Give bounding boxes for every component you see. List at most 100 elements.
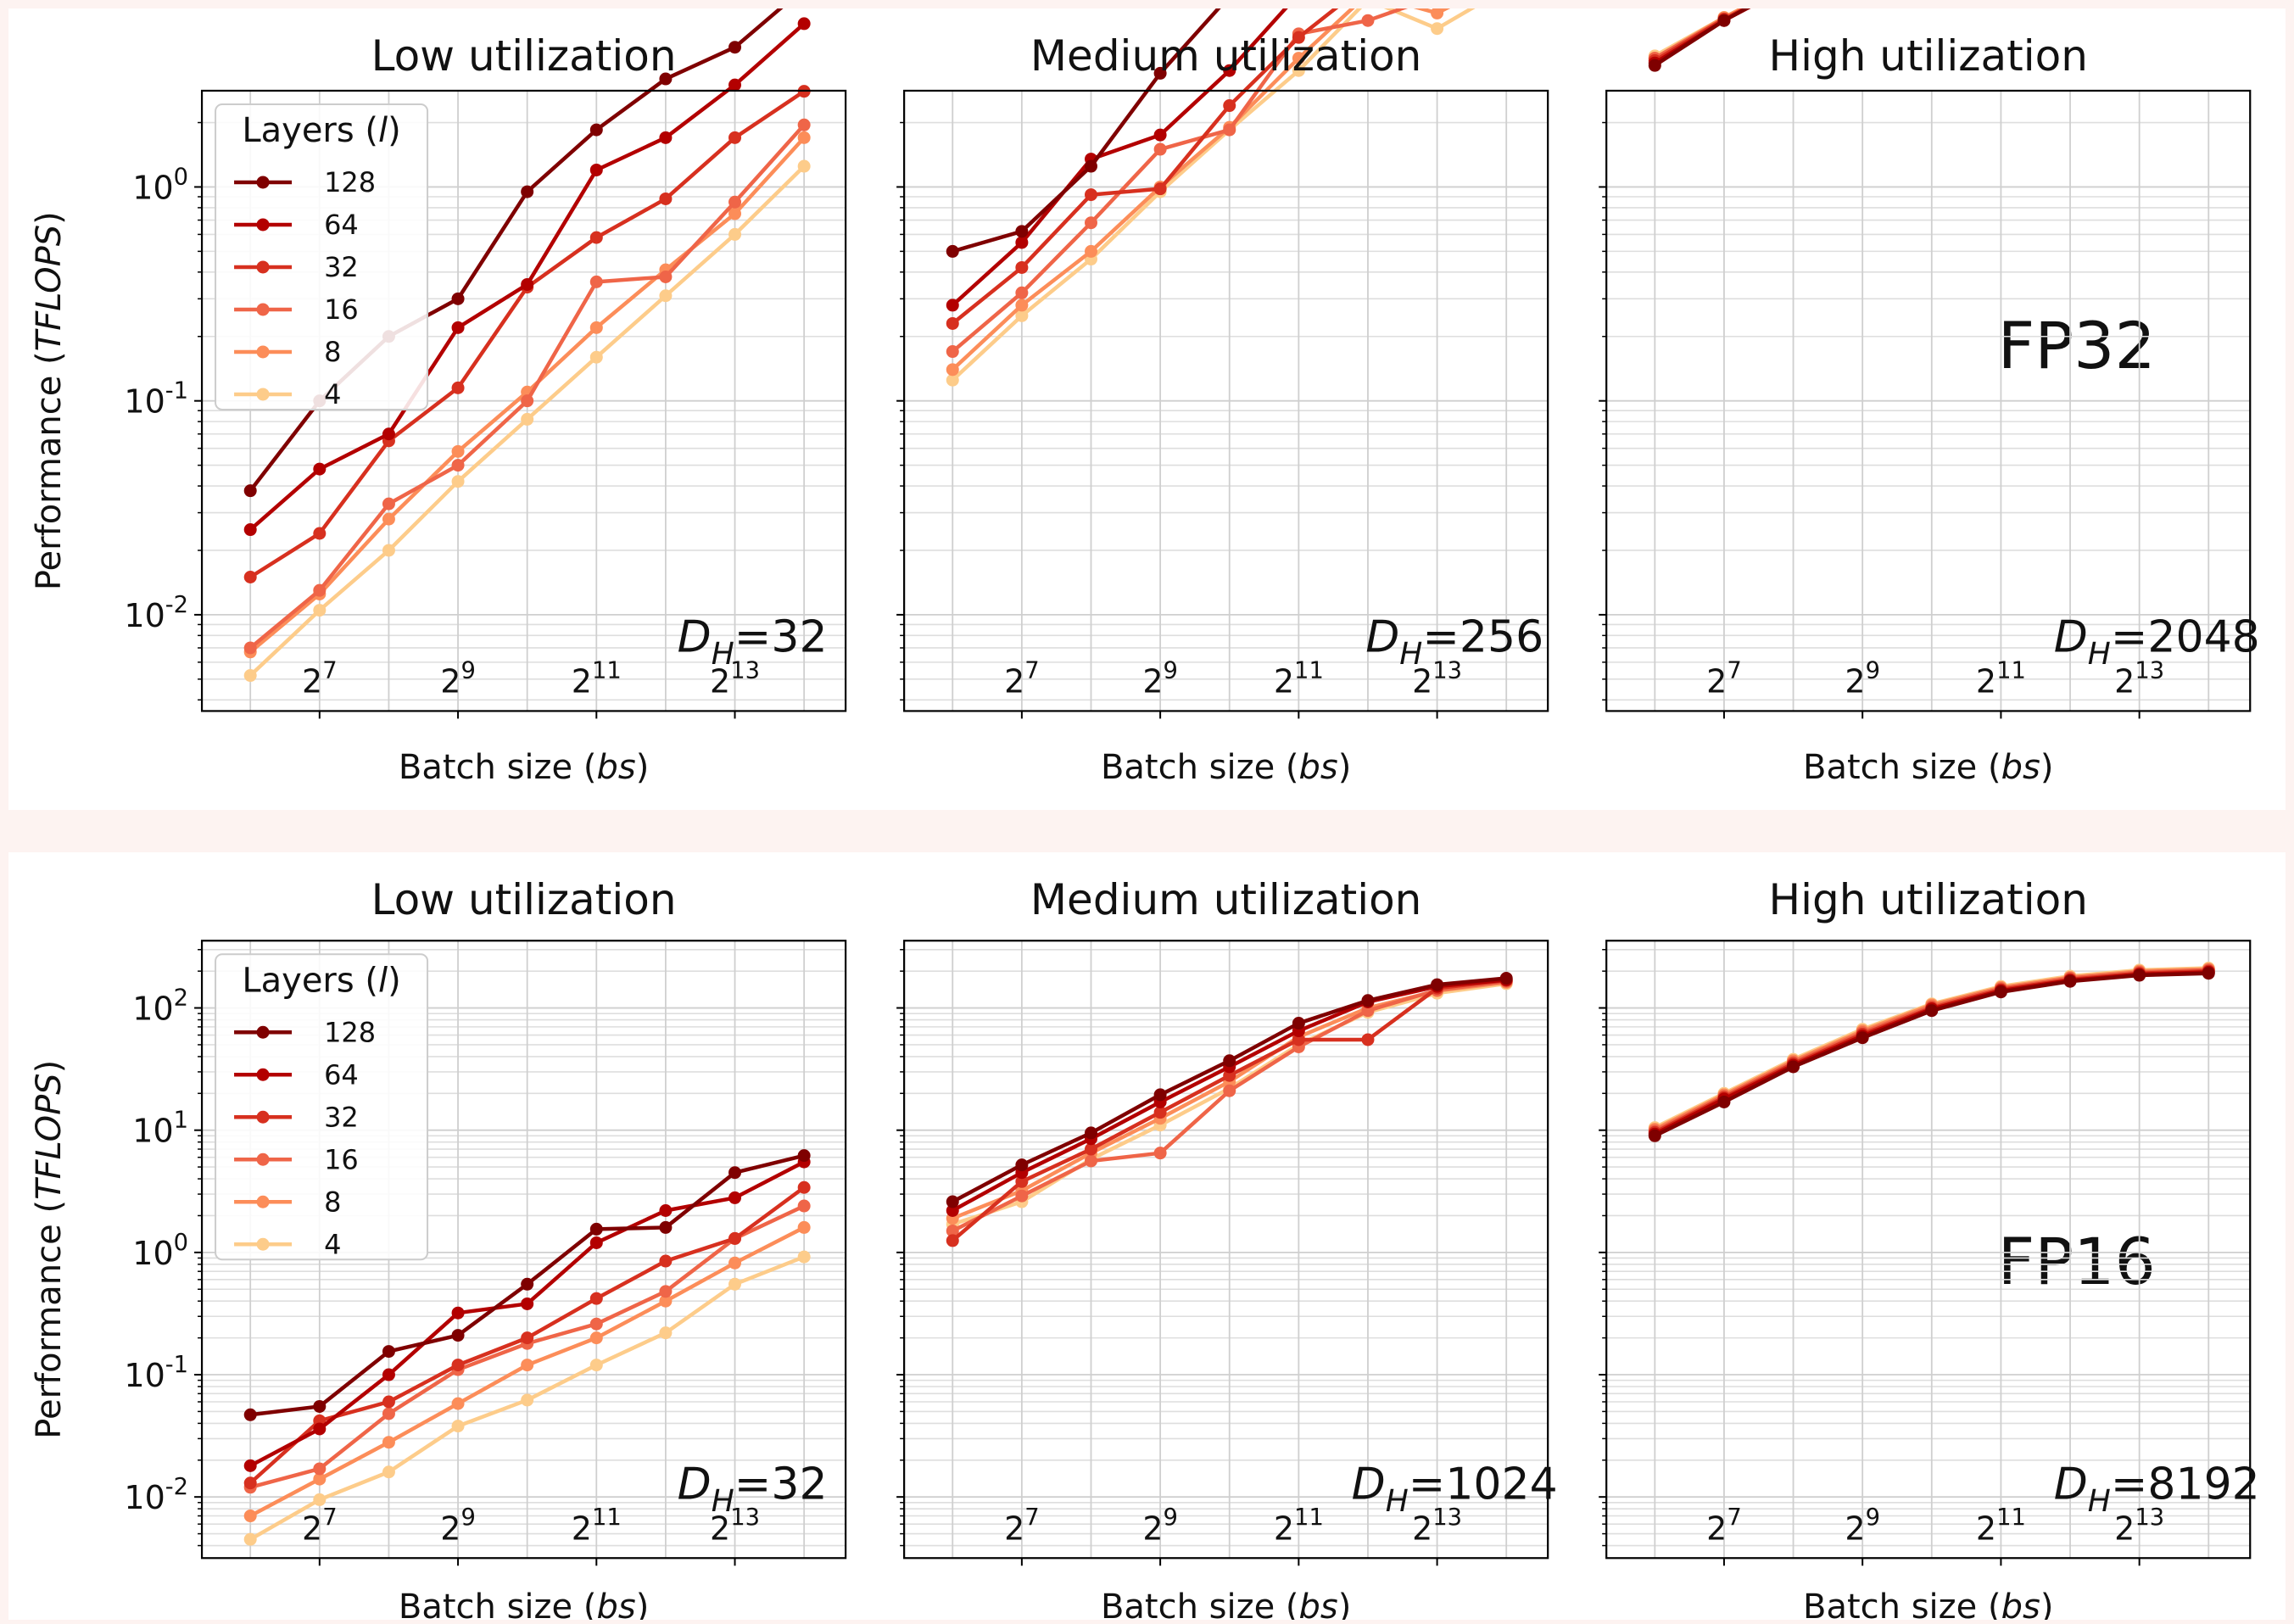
legend-marker-8 [256,345,270,359]
data-point-16 [589,275,603,288]
data-point-128 [659,72,673,86]
data-point-4 [797,1250,811,1264]
x-axis-label: Batch size (bs) [1803,1588,2053,1620]
legend-label-4: 4 [324,378,341,410]
data-point-64 [313,462,327,476]
data-point-64 [946,1203,959,1217]
data-point-128 [1856,1031,1869,1045]
data-point-8 [589,1331,603,1345]
dh-annotation: DH=32 [678,611,828,672]
subplot-fp32-3: 27 29 211 213 High utilization Batch size (bs… [1599,8,2260,787]
data-point-32 [659,192,673,205]
series-group [1648,962,2215,1142]
data-point-32 [589,231,603,244]
fp32-panel: 10-210-11001012729211213Low utilizationB… [8,8,2286,810]
x-axis-label: Batch size (bs) [1101,1588,1351,1620]
x-tick-label: 213 [710,1504,760,1547]
data-point-128 [1648,59,1661,72]
data-point-32 [382,1395,395,1409]
data-point-8 [313,1472,327,1486]
x-axis-label: Batch size (bs) [1101,748,1351,787]
data-point-32 [1292,31,1305,44]
major-gridlines [1606,940,2251,1559]
x-axis-label: Batch size (bs) [1803,748,2053,787]
legend-label-32: 32 [324,1101,359,1133]
data-point-64 [451,321,465,334]
data-point-8 [451,1397,465,1410]
data-point-4 [451,1420,465,1433]
data-point-16 [946,345,959,359]
data-point-64 [659,131,673,144]
data-point-8 [589,321,603,334]
major-gridlines [904,940,1549,1559]
data-point-32 [313,527,327,540]
data-point-8 [382,1436,395,1449]
dh-annotation: DH=8192 [2054,1459,2260,1519]
major-gridlines [904,90,1549,712]
x-tick-label: 27 [1004,657,1040,700]
series-group [946,972,1513,1247]
legend-marker-128 [256,176,270,189]
x-tick-label: 27 [302,1504,338,1547]
data-point-4 [589,1359,603,1372]
data-point-64 [659,1203,673,1217]
data-point-8 [521,1359,534,1372]
data-point-16 [659,1285,673,1298]
data-point-64 [382,427,395,441]
data-point-32 [589,1292,603,1305]
x-tick-label: 211 [1274,657,1324,700]
data-point-16 [797,118,811,131]
data-point-64 [521,277,534,291]
data-point-64 [521,1297,534,1310]
x-tick-label: 27 [1706,1504,1742,1547]
legend-label-8: 8 [324,336,341,368]
x-tick-label: 211 [1976,1504,2026,1547]
data-point-4 [659,289,673,303]
x-tick-label: 211 [572,1504,622,1547]
x-tick-label: 211 [1976,657,2026,700]
data-point-128 [1787,1060,1800,1074]
data-point-16 [728,195,742,209]
y-tick-label: 100 [132,1230,188,1272]
data-point-128 [243,1408,257,1421]
legend-label-64: 64 [324,209,359,241]
data-point-32 [243,1476,257,1490]
data-point-16 [1085,1154,1097,1168]
data-point-128 [2133,968,2146,982]
legend-label-128: 128 [324,166,376,198]
data-point-16 [521,394,534,408]
subplot-title: Low utilization [371,875,677,924]
subplot-title: Medium utilization [1030,875,1421,924]
x-axis-label: Batch size (bs) [399,1588,649,1620]
data-point-32 [728,1231,742,1245]
data-point-32 [451,1359,465,1372]
data-point-128 [521,1277,534,1291]
series-group [946,8,1476,387]
data-point-32 [728,131,742,144]
legend-marker-64 [256,218,270,232]
data-point-8 [659,1294,673,1308]
subplot-fp16-1: 10-2 10-1 100 101 102 27 29 211 213 Low utilizati… [30,875,847,1620]
data-point-4 [1015,309,1029,322]
data-point-16 [1015,286,1029,299]
data-point-8 [1085,244,1097,258]
legend-marker-128 [256,1025,270,1039]
data-point-16 [243,641,257,655]
data-point-128 [1717,1095,1731,1108]
x-tick-label: 213 [2114,657,2164,700]
x-tick-label: 29 [1845,1504,1880,1547]
data-point-8 [797,1220,811,1234]
legend-marker-4 [256,388,270,401]
data-point-32 [946,1234,959,1247]
data-point-4 [243,669,257,683]
data-point-64 [1015,236,1029,249]
data-point-4 [659,1326,673,1340]
legend: Layers (l) 128 64 32 16 8 4 [215,103,429,410]
data-point-32 [1223,99,1236,113]
data-point-64 [243,1459,257,1472]
data-point-128 [1153,66,1167,80]
data-point-4 [797,159,811,173]
x-tick-label: 29 [1845,657,1880,700]
data-point-4 [946,373,959,387]
legend-label-8: 8 [324,1186,341,1218]
